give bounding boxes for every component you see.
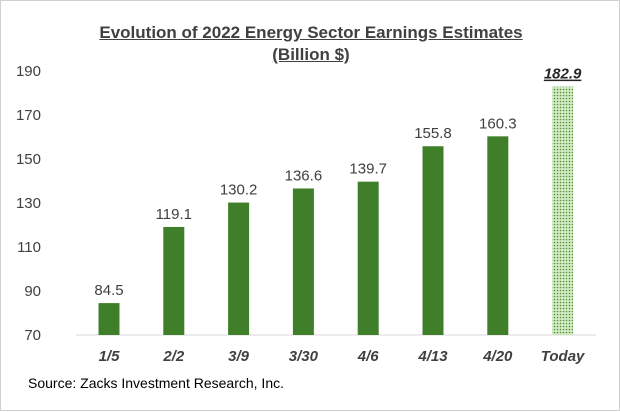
bar-3-9 <box>228 202 250 335</box>
x-tick-label: 4/20 <box>482 348 513 365</box>
y-tick-label: 110 <box>17 239 41 256</box>
bar-4-6 <box>357 181 379 335</box>
bar-today <box>552 86 574 336</box>
x-tick-label: 3/9 <box>228 348 250 365</box>
x-tick-label: 4/6 <box>357 348 380 365</box>
y-tick-label: 70 <box>24 327 41 344</box>
data-label: 136.6 <box>285 167 323 184</box>
bar-3-30 <box>292 188 314 335</box>
x-tick-label: 4/13 <box>417 348 448 365</box>
bar-4-20 <box>487 136 509 335</box>
bar-1-5 <box>98 303 120 335</box>
bar-4-13 <box>422 146 444 335</box>
y-tick-label: 170 <box>16 107 41 124</box>
chart-subtitle: (Billion $) <box>272 45 350 64</box>
chart-title: Evolution of 2022 Energy Sector Earnings… <box>99 23 523 42</box>
data-label: 182.9 <box>544 66 582 83</box>
data-label: 139.7 <box>349 161 387 178</box>
x-tick-label: 2/2 <box>162 348 185 365</box>
x-tick-label: Today <box>541 348 585 365</box>
data-label: 130.2 <box>220 182 258 199</box>
x-tick-label: 1/5 <box>99 348 121 365</box>
bar-2-2 <box>163 226 185 335</box>
x-tick-label: 3/30 <box>289 348 319 365</box>
y-tick-label: 150 <box>16 151 41 168</box>
data-label: 155.8 <box>414 125 452 142</box>
data-label: 84.5 <box>94 282 123 299</box>
y-tick-label: 90 <box>24 283 41 300</box>
y-tick-label: 130 <box>16 195 41 212</box>
data-label: 119.1 <box>156 206 192 223</box>
data-label: 160.3 <box>479 115 517 132</box>
source-note: Source: Zacks Investment Research, Inc. <box>28 375 284 391</box>
y-tick-label: 190 <box>16 63 41 80</box>
